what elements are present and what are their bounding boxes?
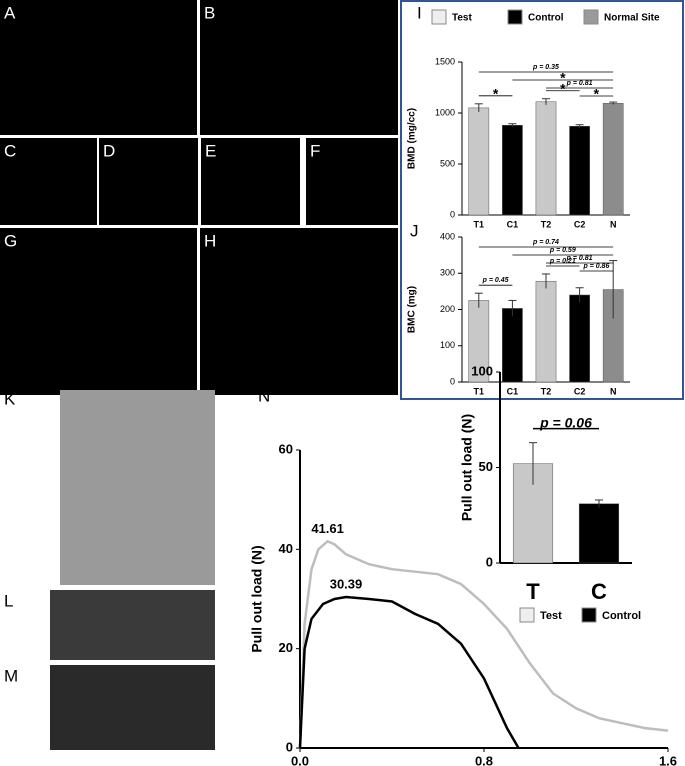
image-panel	[0, 0, 197, 135]
x-tick-label: C2	[574, 386, 586, 396]
significance-label: p = 0.06	[539, 414, 592, 430]
bar	[569, 126, 590, 216]
x-tick-label: T2	[541, 219, 552, 229]
y-tick-label: 100	[471, 363, 493, 378]
panel-label: E	[205, 141, 216, 160]
significance-label: p = 0.59	[549, 247, 576, 254]
bar	[602, 103, 624, 216]
image-panel	[0, 228, 197, 395]
significance-label: p = 0.21	[549, 258, 576, 265]
legend-label: Normal Site	[604, 13, 660, 24]
legend-swatch	[581, 607, 597, 623]
panel-label: H	[204, 231, 216, 250]
panel-label: I	[417, 3, 422, 22]
significance-label: p = 0.74	[532, 239, 559, 246]
image-panel	[60, 390, 215, 585]
x-tick-label: C2	[574, 219, 586, 229]
image-panel	[200, 0, 398, 135]
image-panel	[200, 228, 398, 395]
y-tick-label: 500	[440, 158, 455, 168]
y-tick-label: 100	[440, 340, 455, 350]
panel-label: G	[4, 231, 17, 250]
legend-swatch	[583, 9, 599, 25]
bar	[535, 280, 557, 383]
legend-label: Control	[528, 13, 564, 24]
bar	[578, 503, 620, 564]
x-tick-label: T1	[474, 219, 485, 229]
panel-label: C	[4, 141, 16, 160]
bar	[535, 101, 557, 216]
y-tick-label: 60	[279, 441, 293, 456]
y-tick-label: 1000	[435, 107, 455, 117]
image-panel	[0, 138, 97, 225]
bar	[468, 107, 490, 216]
x-tick-label: T	[526, 579, 540, 604]
legend-label: Control	[602, 610, 641, 622]
panel-label: N	[258, 386, 270, 405]
x-tick-label: 1.6	[659, 753, 677, 766]
y-tick-label: 200	[440, 304, 455, 314]
bar	[502, 124, 523, 216]
x-tick-label: N	[610, 219, 617, 229]
x-tick-label: C1	[507, 386, 519, 396]
bar	[569, 294, 590, 383]
x-tick-label: 0.0	[291, 753, 309, 766]
y-axis-label: Pull out load (N)	[249, 545, 265, 652]
x-tick-label: T1	[474, 386, 485, 396]
significance-label: *	[560, 80, 566, 96]
data-line	[298, 595, 520, 749]
y-axis-label: BMD (mg/cc)	[407, 108, 418, 169]
y-axis-label: BMC (mg)	[407, 286, 418, 333]
y-tick-label: 40	[279, 541, 293, 556]
legend-label: Test	[540, 610, 562, 622]
x-tick-label: C	[591, 579, 607, 604]
panel-label: B	[204, 3, 215, 22]
y-tick-label: 400	[440, 231, 455, 241]
y-tick-label: 0	[450, 209, 455, 219]
significance-label: *	[493, 86, 499, 102]
x-tick-label: T2	[541, 386, 552, 396]
y-tick-label: 50	[479, 459, 493, 474]
y-tick-label: 1500	[435, 56, 455, 66]
y-tick-label: 0	[286, 739, 293, 754]
panel-label: J	[410, 221, 419, 240]
image-panel	[306, 138, 398, 225]
data-label: 30.39	[330, 577, 363, 592]
x-tick-label: C1	[507, 219, 519, 229]
x-tick-label: N	[610, 386, 617, 396]
significance-label: p = 0.86	[582, 263, 609, 270]
significance-label: *	[594, 86, 600, 102]
y-axis-label: Pull out load (N)	[459, 414, 475, 521]
legend-swatch	[519, 607, 535, 623]
image-panel	[99, 138, 198, 225]
y-tick-label: 0	[486, 554, 493, 569]
image-panel	[50, 590, 215, 660]
panel-label: F	[310, 141, 320, 160]
x-tick-label: 0.8	[475, 753, 493, 766]
legend-swatch	[431, 9, 447, 25]
panel-label: D	[103, 141, 115, 160]
y-tick-label: 300	[440, 268, 455, 278]
panel-label: M	[4, 666, 18, 685]
y-tick-label: 0	[450, 376, 455, 386]
y-tick-label: 20	[279, 640, 293, 655]
image-panel	[50, 665, 215, 750]
significance-label: p = 0.81	[566, 80, 593, 87]
panel-label: L	[4, 591, 13, 610]
legend-swatch	[507, 9, 523, 25]
data-label: 41.61	[311, 521, 344, 536]
bar	[502, 308, 523, 383]
significance-label: p = 0.35	[532, 64, 559, 71]
significance-label: p = 0.81	[566, 255, 593, 262]
image-panel	[201, 138, 300, 225]
data-line	[298, 539, 669, 749]
significance-label: p = 0.45	[482, 277, 509, 284]
panel-frame	[400, 0, 684, 400]
panel-label: A	[4, 3, 16, 22]
panel-label: K	[4, 389, 16, 408]
significance-label: *	[560, 70, 566, 86]
legend-label: Test	[452, 13, 472, 24]
